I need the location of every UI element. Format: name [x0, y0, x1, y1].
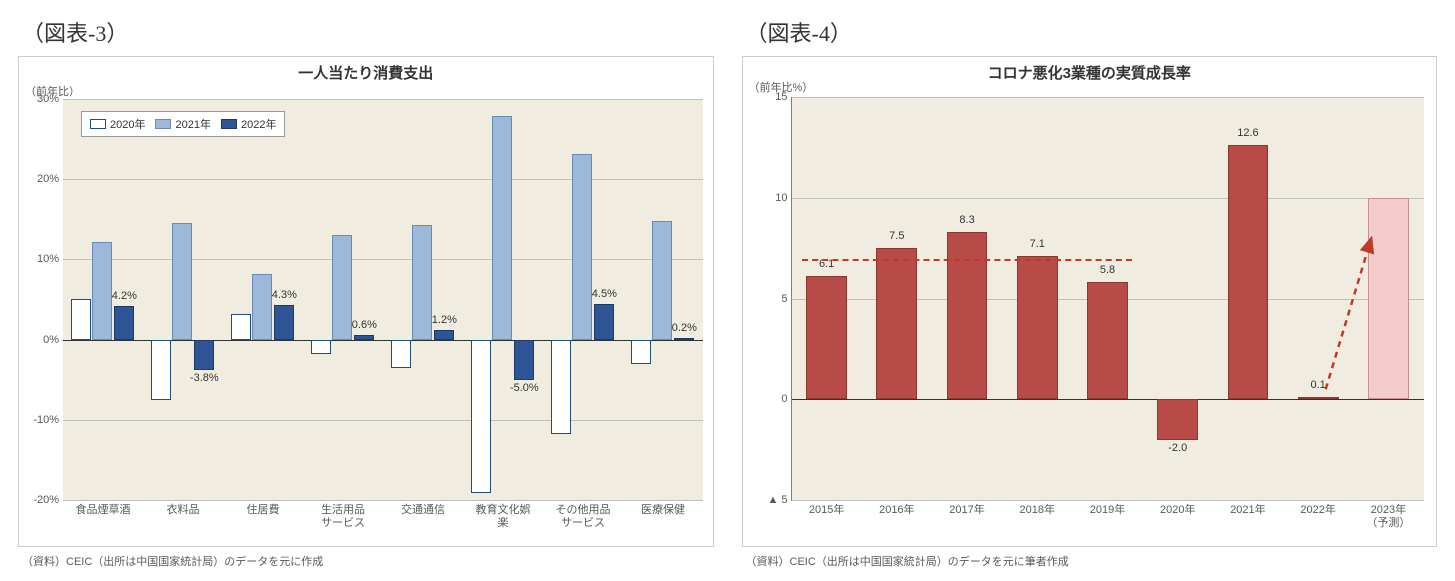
xtick-label: 食品煙草酒 — [63, 500, 143, 517]
ytick-label: 15 — [775, 91, 791, 103]
figure-4-label: （図表-4） — [746, 16, 1438, 48]
forecast-arrow — [792, 97, 1424, 500]
bar — [391, 340, 411, 368]
bar — [572, 154, 592, 340]
legend-swatch — [90, 119, 106, 129]
xtick-label: 2018年 — [1002, 500, 1072, 517]
xtick-label: 2017年 — [932, 500, 1002, 517]
bar-value-label: 0.6% — [352, 319, 377, 331]
bar — [594, 304, 614, 340]
bar-value-label: -3.8% — [190, 372, 219, 384]
ytick-label: 30% — [37, 93, 63, 105]
bar — [194, 340, 214, 370]
chart-4-plot: ▲ 50510156.12015年7.52016年8.32017年7.12018… — [791, 97, 1424, 501]
gridline — [63, 259, 703, 260]
bar — [514, 340, 534, 380]
bar — [551, 340, 571, 435]
legend-item: 2022年 — [221, 116, 276, 132]
bar — [172, 223, 192, 340]
chart-4-box: コロナ悪化3業種の実質成長率 （前年比%） ▲ 50510156.12015年7… — [742, 56, 1438, 547]
chart-3-title: 一人当たり消費支出 — [19, 62, 713, 83]
xtick-label: 2016年 — [862, 500, 932, 517]
bar — [114, 306, 134, 340]
page: （図表-3） 一人当たり消費支出 （前年比） -20%-10%0%10%20%3… — [0, 0, 1455, 581]
bar-value-label: 4.5% — [592, 288, 617, 300]
ytick-label: 0 — [781, 393, 791, 405]
figure-3-label: （図表-3） — [22, 16, 714, 48]
ytick-label: 20% — [37, 173, 63, 185]
ytick-label: 5 — [781, 293, 791, 305]
bar — [354, 335, 374, 340]
chart-3-legend: 2020年 2021年 2022年 — [81, 111, 285, 137]
bar-value-label: 1.2% — [432, 314, 457, 326]
legend-label: 2021年 — [175, 116, 210, 132]
legend-label: 2022年 — [241, 116, 276, 132]
bar — [311, 340, 331, 354]
xtick-label: 2022年 — [1283, 500, 1353, 517]
chart-3-source: （資料）CEIC（出所は中国国家統計局）のデータを元に作成 — [22, 553, 714, 569]
xtick-label: 衣料品 — [143, 500, 223, 517]
bar — [274, 305, 294, 339]
bar-value-label: 4.2% — [112, 290, 137, 302]
ytick-label: 10% — [37, 253, 63, 265]
xtick-label: 2020年 — [1143, 500, 1213, 517]
bar — [151, 340, 171, 400]
gridline — [63, 99, 703, 100]
bar — [231, 314, 251, 340]
ytick-label: ▲ 5 — [767, 494, 791, 506]
legend-swatch — [221, 119, 237, 129]
bar — [71, 299, 91, 340]
bar — [631, 340, 651, 365]
chart-4-title: コロナ悪化3業種の実質成長率 — [743, 62, 1437, 83]
bar — [92, 242, 112, 340]
gridline — [63, 179, 703, 180]
xtick-label: 2019年 — [1072, 500, 1142, 517]
bar — [252, 274, 272, 340]
bar — [434, 330, 454, 340]
bar-value-label: -5.0% — [510, 382, 539, 394]
bar-value-label: 0.2% — [672, 322, 697, 334]
xtick-label: 交通通信 — [383, 500, 463, 517]
ytick-label: 10 — [775, 192, 791, 204]
ytick-label: -10% — [33, 414, 63, 426]
xtick-label: 住居費 — [223, 500, 303, 517]
legend-swatch — [155, 119, 171, 129]
right-panel: （図表-4） コロナ悪化3業種の実質成長率 （前年比%） ▲ 50510156.… — [742, 12, 1438, 569]
xtick-label: 医療保健 — [623, 500, 703, 517]
gridline — [63, 420, 703, 421]
ytick-label: 0% — [43, 334, 63, 346]
left-panel: （図表-3） 一人当たり消費支出 （前年比） -20%-10%0%10%20%3… — [18, 12, 714, 569]
xtick-label: 生活用品サービス — [303, 500, 383, 529]
bar — [332, 235, 352, 339]
bar-value-label: 4.3% — [272, 289, 297, 301]
bar — [492, 116, 512, 340]
bar — [652, 221, 672, 340]
xtick-label: 2023年（予測） — [1353, 500, 1423, 529]
legend-label: 2020年 — [110, 116, 145, 132]
xtick-label: その他用品サービス — [543, 500, 623, 529]
chart-3-plot: -20%-10%0%10%20%30%食品煙草酒衣料品住居費生活用品サービス交通… — [63, 99, 703, 500]
chart-3-box: 一人当たり消費支出 （前年比） -20%-10%0%10%20%30%食品煙草酒… — [18, 56, 714, 547]
legend-item: 2021年 — [155, 116, 210, 132]
bar — [412, 225, 432, 340]
xtick-label: 2021年 — [1213, 500, 1283, 517]
bar — [674, 338, 694, 340]
legend-item: 2020年 — [90, 116, 145, 132]
xtick-label: 2015年 — [792, 500, 862, 517]
ytick-label: -20% — [33, 494, 63, 506]
chart-4-source: （資料）CEIC（出所は中国国家統計局）のデータを元に筆者作成 — [746, 553, 1438, 569]
bar — [471, 340, 491, 493]
xtick-label: 教育文化娯楽 — [463, 500, 543, 529]
